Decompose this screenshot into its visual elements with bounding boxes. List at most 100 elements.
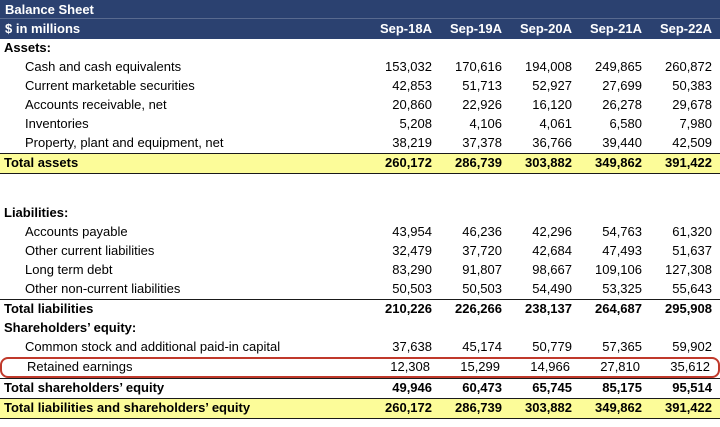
spacer-row	[0, 174, 720, 204]
table-row-cash-and-cash-equivalents: Cash and cash equivalents 153,032 170,616 1…	[0, 58, 720, 77]
cell-value: 55,643	[672, 281, 712, 296]
cell-value: 37,638	[392, 339, 432, 354]
table-row-total-shareholders-equity: Total shareholders’ equity 49,946 60,473 65…	[0, 378, 720, 398]
row-label: Total assets	[4, 155, 79, 170]
cell-value: 109,106	[595, 262, 642, 277]
cell-value: 42,296	[532, 224, 572, 239]
cell-value: 20,860	[392, 97, 432, 112]
cell-value: 22,926	[462, 97, 502, 112]
table-row-assets: Assets:	[0, 39, 720, 58]
cell-value: 4,106	[469, 116, 502, 131]
cell-value: 50,383	[672, 78, 712, 93]
cell-value: 60,473	[462, 380, 502, 395]
cell-value: 303,882	[525, 155, 572, 170]
cell-value: 50,503	[462, 281, 502, 296]
cell-value: 27,699	[602, 78, 642, 93]
cell-value: 15,299	[460, 359, 500, 374]
cell-value: 54,490	[532, 281, 572, 296]
cell-value: 12,308	[390, 359, 430, 374]
cell-value: 391,422	[665, 155, 712, 170]
row-label: Current marketable securities	[25, 78, 195, 93]
cell-value: 264,687	[595, 301, 642, 316]
cell-value: 153,032	[385, 59, 432, 74]
cell-value: 45,174	[462, 339, 502, 354]
cell-value: 52,927	[532, 78, 572, 93]
cell-value: 260,872	[665, 59, 712, 74]
cell-value: 260,172	[385, 155, 432, 170]
cell-value: 35,612	[670, 359, 710, 374]
cell-value: 38,219	[392, 135, 432, 150]
cell-value: 16,120	[532, 97, 572, 112]
cell-value: 42,853	[392, 78, 432, 93]
row-label: Total shareholders’ equity	[4, 380, 165, 395]
column-header-row: $ in millions Sep-18A Sep-19A Sep-20A Se…	[0, 19, 720, 39]
cell-value: 7,980	[679, 116, 712, 131]
table-body: Assets: Cash and cash equivalents 153,032 1…	[0, 39, 720, 419]
cell-value: 26,278	[602, 97, 642, 112]
row-label: Inventories	[25, 116, 89, 131]
row-label: Retained earnings	[27, 359, 133, 374]
cell-value: 65,745	[532, 380, 572, 395]
cell-value: 27,810	[600, 359, 640, 374]
cell-value: 170,616	[455, 59, 502, 74]
cell-value: 127,308	[665, 262, 712, 277]
cell-value: 238,137	[525, 301, 572, 316]
cell-value: 14,966	[530, 359, 570, 374]
cell-value: 37,720	[462, 243, 502, 258]
cell-value: 286,739	[455, 155, 502, 170]
row-label: Assets:	[4, 40, 51, 55]
cell-value: 29,678	[672, 97, 712, 112]
table-row-accounts-payable: Accounts payable 43,954 46,236 42,296 54,763…	[0, 223, 720, 242]
row-label: Shareholders’ equity:	[4, 320, 137, 335]
table-row-other-non-current-liabilities: Other non-current liabilities 50,503 50,50…	[0, 280, 720, 299]
row-label: Long term debt	[25, 262, 113, 277]
table-row-liabilities: Liabilities:	[0, 204, 720, 223]
row-label: Accounts payable	[25, 224, 128, 239]
row-label: Cash and cash equivalents	[25, 59, 182, 74]
cell-value: 51,713	[462, 78, 502, 93]
cell-value: 50,503	[392, 281, 432, 296]
cell-value: 59,902	[672, 339, 712, 354]
row-label: Common stock and additional paid-in capi…	[25, 339, 281, 354]
cell-value: 303,882	[525, 400, 572, 415]
table-row-total-liabilities-and-shareholders-equity: Total liabilities and shareholders’ equi…	[0, 398, 720, 419]
cell-value: 91,807	[462, 262, 502, 277]
table-row-other-current-liabilities: Other current liabilities 32,479 37,720 42,…	[0, 242, 720, 261]
cell-value: 54,763	[602, 224, 642, 239]
sheet-title: Balance Sheet	[0, 0, 720, 19]
row-label: Total liabilities and shareholders’ equi…	[4, 400, 251, 415]
table-row-retained-earnings: Retained earnings 12,308 15,299 14,966 27,81…	[0, 357, 720, 378]
cell-value: 194,008	[525, 59, 572, 74]
table-row-accounts-receivable-net: Accounts receivable, net 20,860 22,926 16,1…	[0, 96, 720, 115]
cell-value: 210,226	[385, 301, 432, 316]
cell-value: 36,766	[532, 135, 572, 150]
row-label: Liabilities:	[4, 205, 69, 220]
table-row-total-assets: Total assets 260,172 286,739 303,882 349,862…	[0, 153, 720, 174]
cell-value: 50,779	[532, 339, 572, 354]
cell-value: 85,175	[602, 380, 642, 395]
table-header: Balance Sheet $ in millions Sep-18A Sep-…	[0, 0, 720, 39]
cell-value: 37,378	[462, 135, 502, 150]
cell-value: 46,236	[462, 224, 502, 239]
cell-value: 95,514	[672, 380, 712, 395]
cell-value: 42,684	[532, 243, 572, 258]
row-label: Other non-current liabilities	[25, 281, 181, 296]
cell-value: 53,325	[602, 281, 642, 296]
cell-value: 98,667	[532, 262, 572, 277]
cell-value: 4,061	[539, 116, 572, 131]
cell-value: 47,493	[602, 243, 642, 258]
cell-value: 32,479	[392, 243, 432, 258]
column-header-sep-21a: Sep-21A	[589, 21, 642, 36]
table-row-common-stock-and-additional-paid-in-capital: Common stock and additional paid-in capi…	[0, 338, 720, 357]
cell-value: 260,172	[385, 400, 432, 415]
row-label: Property, plant and equipment, net	[25, 135, 224, 150]
cell-value: 286,739	[455, 400, 502, 415]
cell-value: 61,320	[672, 224, 712, 239]
cell-value: 43,954	[392, 224, 432, 239]
cell-value: 6,580	[609, 116, 642, 131]
cell-value: 5,208	[399, 116, 432, 131]
row-label: Total liabilities	[4, 301, 94, 316]
row-label: Other current liabilities	[25, 243, 155, 258]
cell-value: 49,946	[392, 380, 432, 395]
